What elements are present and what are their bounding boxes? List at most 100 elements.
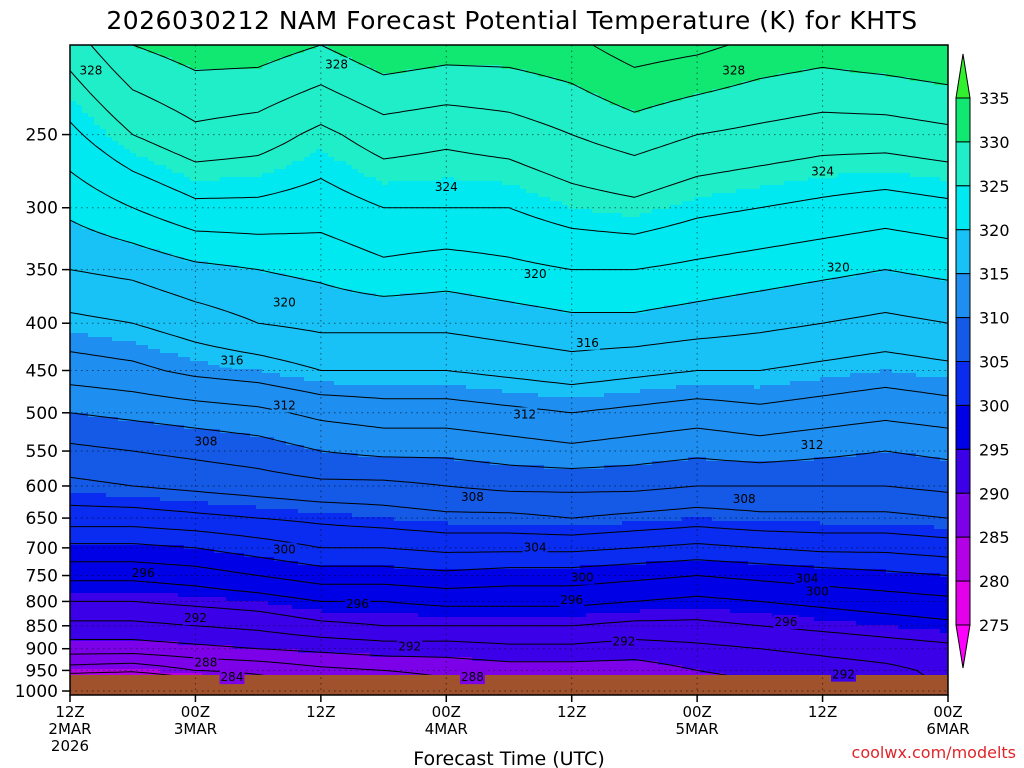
heatmap-cell — [148, 585, 155, 590]
heatmap-cell — [184, 649, 191, 654]
heatmap-cell — [226, 145, 233, 150]
heatmap-cell — [238, 417, 245, 422]
heatmap-cell — [214, 61, 221, 66]
heatmap-cell — [250, 177, 257, 182]
heatmap-cell — [160, 521, 167, 526]
heatmap-cell — [250, 249, 257, 254]
heatmap-cell — [160, 401, 167, 406]
heatmap-cell — [238, 129, 245, 134]
heatmap-cell — [232, 221, 239, 226]
heatmap-cell — [196, 133, 203, 138]
heatmap-cell — [88, 157, 95, 162]
heatmap-cell — [124, 217, 131, 222]
heatmap-cell — [154, 209, 161, 214]
heatmap-cell — [148, 281, 155, 286]
heatmap-cell — [256, 225, 263, 230]
heatmap-cell — [130, 657, 137, 662]
heatmap-cell — [136, 633, 143, 638]
heatmap-cell — [220, 333, 227, 338]
heatmap-cell — [112, 641, 119, 646]
heatmap-cell — [70, 525, 77, 530]
heatmap-cell — [88, 565, 95, 570]
heatmap-cell — [76, 277, 83, 282]
heatmap-cell — [88, 417, 95, 422]
heatmap-cell — [112, 273, 119, 278]
heatmap-cell — [184, 81, 191, 86]
heatmap-cell — [160, 437, 167, 442]
heatmap-cell — [220, 201, 227, 206]
heatmap-cell — [124, 65, 131, 70]
heatmap-cell — [112, 593, 119, 598]
heatmap-cell — [112, 141, 119, 146]
heatmap-cell — [82, 217, 89, 222]
heatmap-cell — [208, 289, 215, 294]
heatmap-cell — [220, 649, 227, 654]
heatmap-cell — [202, 477, 209, 482]
heatmap-cell — [172, 329, 179, 334]
heatmap-cell — [208, 561, 215, 566]
heatmap-cell — [196, 189, 203, 194]
heatmap-cell — [196, 245, 203, 250]
heatmap-cell — [184, 353, 191, 358]
heatmap-cell — [220, 521, 227, 526]
heatmap-cell — [172, 561, 179, 566]
heatmap-cell — [130, 629, 137, 634]
heatmap-cell — [70, 653, 77, 658]
heatmap-cell — [130, 113, 137, 118]
heatmap-cell — [142, 617, 149, 622]
heatmap-cell — [172, 545, 179, 550]
heatmap-cell — [208, 89, 215, 94]
heatmap-cell — [82, 153, 89, 158]
heatmap-cell — [118, 121, 125, 126]
heatmap-cell — [82, 161, 89, 166]
heatmap-cell — [136, 373, 143, 378]
heatmap-cell — [100, 565, 107, 570]
heatmap-cell — [184, 409, 191, 414]
heatmap-cell — [82, 93, 89, 98]
heatmap-cell — [106, 613, 113, 618]
heatmap-cell — [208, 493, 215, 498]
heatmap-cell — [238, 65, 245, 70]
heatmap-cell — [148, 229, 155, 234]
heatmap-cell — [118, 441, 125, 446]
heatmap-cell — [184, 469, 191, 474]
heatmap-cell — [244, 125, 251, 130]
heatmap-cell — [238, 145, 245, 150]
heatmap-cell — [136, 237, 143, 242]
heatmap-cell — [148, 373, 155, 378]
heatmap-cell — [178, 297, 185, 302]
heatmap-cell — [70, 413, 77, 418]
heatmap-cell — [166, 209, 173, 214]
heatmap-cell — [94, 333, 101, 338]
heatmap-cell — [208, 253, 215, 258]
heatmap-cell — [106, 225, 113, 230]
heatmap-cell — [172, 593, 179, 598]
heatmap-cell — [184, 53, 191, 58]
heatmap-cell — [112, 281, 119, 286]
heatmap-cell — [142, 145, 149, 150]
heatmap-cell — [244, 421, 251, 426]
heatmap-cell — [172, 145, 179, 150]
heatmap-cell — [82, 669, 89, 674]
heatmap-cell — [94, 397, 101, 402]
heatmap-cell — [148, 109, 155, 114]
heatmap-cell — [88, 405, 95, 410]
heatmap-cell — [88, 221, 95, 226]
heatmap-cell — [172, 525, 179, 530]
heatmap-cell — [118, 209, 125, 214]
heatmap-cell — [238, 441, 245, 446]
heatmap-cell — [220, 661, 227, 666]
heatmap-cell — [160, 313, 167, 318]
heatmap-cell — [250, 621, 257, 626]
heatmap-cell — [130, 649, 137, 654]
heatmap-cell — [178, 133, 185, 138]
heatmap-cell — [178, 289, 185, 294]
heatmap-cell — [172, 277, 179, 282]
heatmap-cell — [244, 489, 251, 494]
heatmap-cell — [118, 509, 125, 514]
heatmap-cell — [154, 401, 161, 406]
heatmap-cell — [220, 337, 227, 342]
heatmap-cell — [166, 53, 173, 58]
heatmap-cell — [76, 553, 83, 558]
heatmap-cell — [184, 501, 191, 506]
